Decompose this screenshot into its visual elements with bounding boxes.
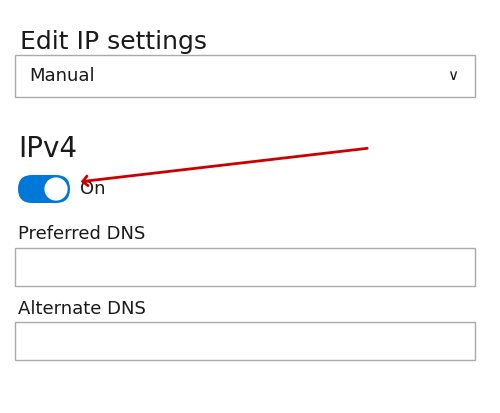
Text: IPv4: IPv4 — [18, 135, 77, 163]
Text: Manual: Manual — [29, 67, 94, 85]
Text: Preferred DNS: Preferred DNS — [18, 225, 146, 243]
FancyBboxPatch shape — [15, 322, 475, 360]
Text: Edit IP settings: Edit IP settings — [20, 30, 207, 54]
Text: On: On — [80, 180, 106, 198]
Text: ∨: ∨ — [448, 69, 458, 83]
Circle shape — [45, 178, 67, 200]
FancyBboxPatch shape — [15, 55, 475, 97]
FancyBboxPatch shape — [18, 175, 70, 203]
Text: Alternate DNS: Alternate DNS — [18, 300, 146, 318]
FancyBboxPatch shape — [15, 248, 475, 286]
